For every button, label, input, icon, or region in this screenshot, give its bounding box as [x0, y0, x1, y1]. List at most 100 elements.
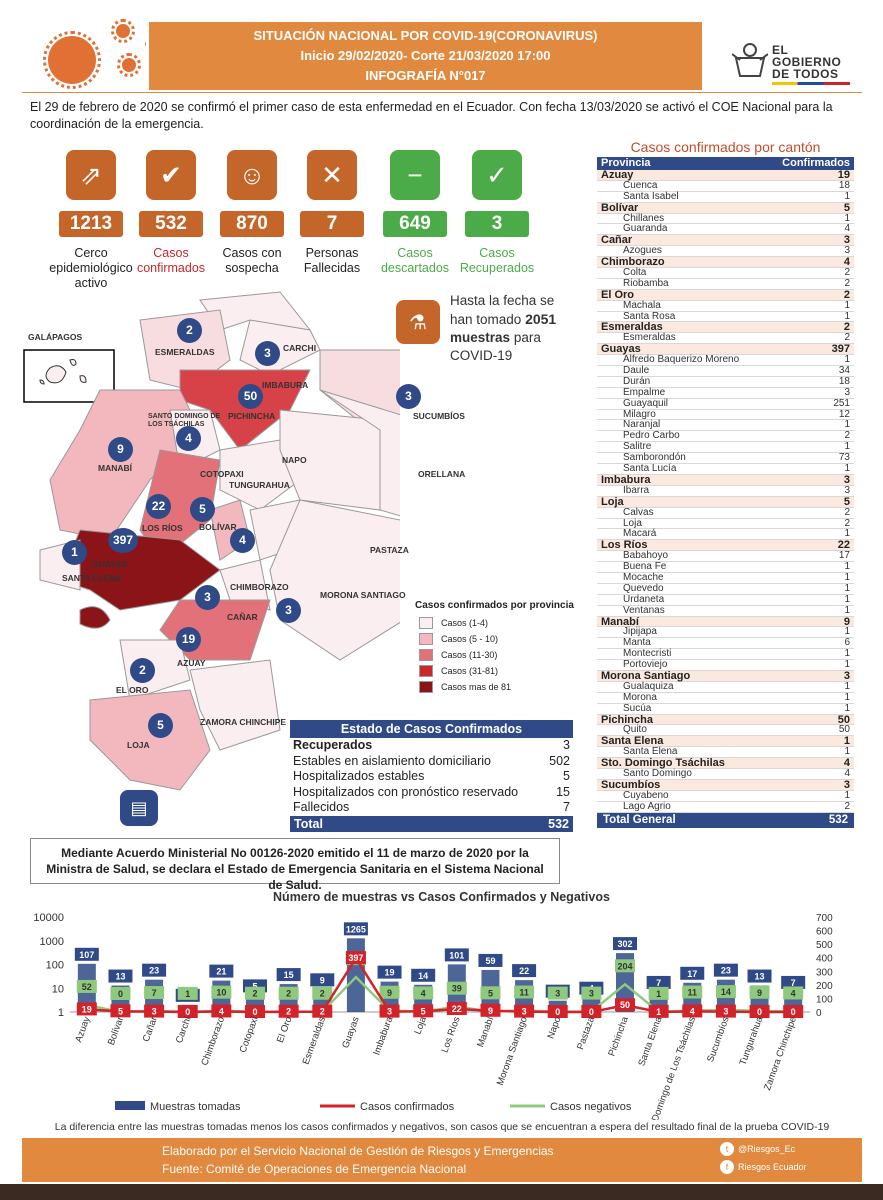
map-province-label: EL ORO	[116, 685, 149, 695]
canton-row: Guayaquil 251	[597, 398, 854, 410]
canton-row: Quevedo 1	[597, 583, 854, 595]
sample-bar-label: 302	[617, 939, 632, 949]
map-case-badge: 5	[148, 713, 173, 738]
map-case-badge: 2	[177, 318, 202, 343]
confirmed-point	[177, 1005, 198, 1018]
negative-label: 2	[286, 989, 291, 999]
map-province-label: IMBABURA	[262, 380, 309, 390]
minus-icon: −	[390, 150, 440, 200]
sample-bar-label-bg	[343, 922, 368, 936]
canton-row: Naranjal 1	[597, 420, 854, 432]
category-label: Manabí	[475, 1015, 496, 1049]
sample-bar-label: 22	[519, 966, 529, 976]
negative-point	[245, 986, 265, 1000]
negative-label: 2	[252, 989, 257, 999]
map-province-label: COTOPAXI	[200, 469, 244, 479]
canton-row: Daule 34	[597, 365, 854, 377]
negative-point	[76, 979, 97, 993]
canton-row: Alfredo Baquerizo Moreno 1	[597, 354, 854, 367]
canton-row: Santa Isabel 1	[597, 191, 854, 203]
confirmed-point	[379, 1004, 400, 1018]
canton-row: Gualaquiza 1	[597, 681, 854, 693]
y-right-tick-label: 600	[816, 927, 833, 938]
sample-bar-label-bg	[276, 968, 301, 982]
footer-credit: Elaborado por el Servicio Nacional de Ge…	[162, 1144, 554, 1158]
negative-point	[615, 959, 635, 973]
negative-point	[379, 985, 400, 999]
legend-label: Casos (1-4)	[441, 618, 489, 628]
confirmed-label: 4	[219, 1006, 224, 1016]
category-label: El Oro	[275, 1015, 295, 1044]
sample-bar-label: 14	[418, 971, 428, 981]
map-province-label: MORONA SANTIAGO	[320, 590, 406, 600]
samples-chart: 1000010001001017006005004003002001000107…	[33, 912, 833, 1120]
legend-bar-swatch	[115, 1101, 145, 1110]
y-right-tick-label: 200	[816, 981, 833, 992]
confirmed-point	[514, 1004, 535, 1018]
sample-bar-label-bg	[680, 966, 705, 980]
canton-row: Salitre 1	[597, 441, 854, 454]
canton-province-row: Cañar 3	[597, 235, 854, 247]
canton-row: Ibarra 3	[597, 485, 854, 497]
canton-province-row: Azuay 19	[597, 170, 854, 181]
negative-label: 2	[320, 989, 325, 999]
canton-row: Macará 1	[597, 529, 854, 541]
canton-province-row: Chimborazo 4	[597, 257, 854, 269]
confirmed-point	[211, 1004, 232, 1018]
legend-swatch	[419, 633, 433, 645]
footer: Elaborado por el Servicio Nacional de Ge…	[22, 1138, 862, 1182]
twitter-handle[interactable]: @Riesgos_Ec	[738, 1144, 796, 1154]
chart-note: La diferencia entre las muestras tomadas…	[54, 1121, 830, 1133]
chart-title: Número de muestras vs Casos Confirmados …	[273, 890, 610, 904]
map-province-label: ZAMORA CHINCHIPE	[200, 717, 287, 727]
category-label: Santa Elena	[636, 1015, 664, 1068]
samples-note: Hasta la fecha se han tomado 2051 muestr…	[450, 293, 557, 363]
map-province-label: PICHINCHA	[228, 411, 276, 421]
sample-bar-label-bg	[781, 975, 806, 989]
legend-swatch	[419, 649, 433, 661]
y-right-tick-label: 400	[816, 954, 833, 965]
negative-label: 3	[589, 989, 594, 999]
confirmed-point	[547, 1005, 568, 1018]
sample-bar-label-bg	[713, 963, 738, 977]
government-logo-icon	[732, 43, 768, 77]
canton-row: Riobamba 2	[597, 278, 854, 290]
canton-row: Cuyabeno 1	[597, 790, 854, 802]
legend-item: Casos mas de 81	[419, 679, 595, 695]
category-label: Esmeraldas	[301, 1015, 329, 1066]
stat-value: 649	[383, 211, 447, 237]
sample-bar-label: 13	[115, 972, 125, 982]
confirmed-point	[76, 1002, 97, 1016]
legend-bar-label: Muestras tomadas	[150, 1101, 241, 1113]
stat-value: 1213	[59, 211, 123, 237]
map-case-badge: 2	[130, 658, 155, 683]
sample-bar-label: 9	[320, 975, 325, 985]
negative-point	[413, 986, 434, 1000]
legend-label: Casos (11-30)	[441, 650, 498, 660]
negative-point	[177, 986, 198, 1000]
facebook-page[interactable]: Riesgos Ecuador	[738, 1162, 807, 1172]
virus-icon	[111, 19, 135, 43]
confirmed-point	[278, 1004, 299, 1018]
stat-value: 532	[139, 211, 203, 237]
status-table-title: Estado de Casos Confirmados	[290, 720, 573, 738]
map-province-label: SUCUMBÍOS	[413, 411, 465, 421]
category-label: Cotopaxi	[238, 1015, 261, 1054]
canton-row: Babahoyo 17	[597, 550, 854, 563]
category-label: Cañar	[141, 1015, 160, 1043]
confirmed-point	[615, 998, 635, 1012]
sample-bar-label: 23	[149, 966, 159, 976]
sample-bar-label: 13	[755, 972, 765, 982]
y-right-tick-label: 0	[816, 1008, 822, 1019]
people-trend-icon: ⇗	[66, 150, 116, 200]
sample-bar-label: 5	[252, 981, 257, 991]
negative-label: 0	[118, 989, 123, 999]
category-label: Azuay	[73, 1015, 92, 1044]
confirmed-label: 3	[152, 1007, 157, 1017]
negative-label: 1	[656, 989, 661, 999]
map-case-badge: 9	[108, 437, 133, 462]
legend-item: Casos (1-4)	[419, 615, 595, 631]
confirmed-point	[312, 1004, 333, 1018]
footer-source: Fuente: Comité de Operaciones de Emergen…	[162, 1162, 467, 1176]
negative-point	[278, 986, 299, 1000]
